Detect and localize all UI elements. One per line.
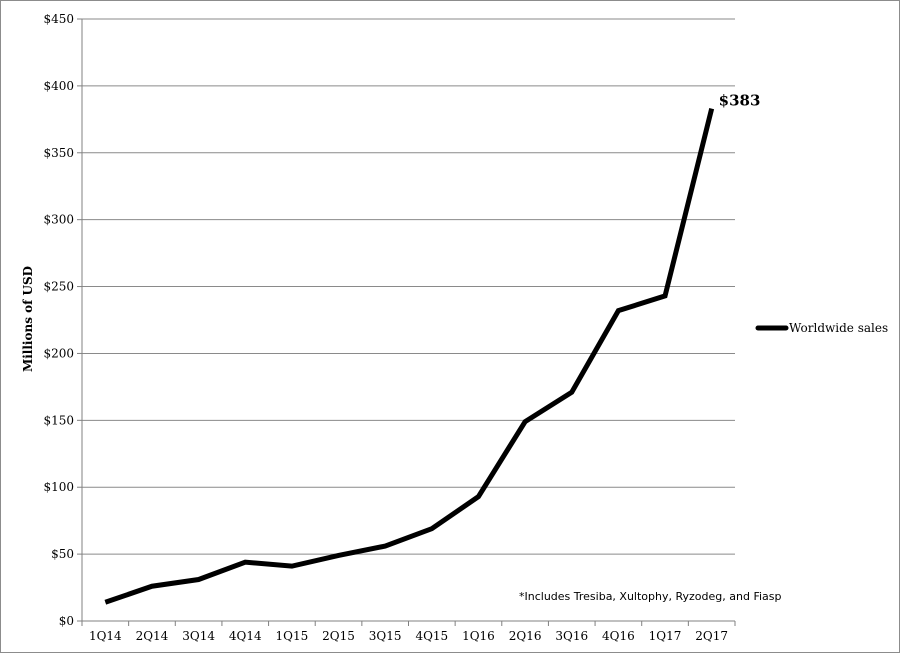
x-tick-label: 1Q17: [649, 629, 682, 643]
data-label-annotation: $383: [719, 92, 761, 110]
x-tick-label: 2Q16: [509, 629, 542, 643]
x-tick-label: 1Q16: [462, 629, 495, 643]
gridlines: [82, 19, 735, 621]
x-tick-label: 1Q14: [89, 629, 122, 643]
legend: Worldwide sales: [758, 321, 888, 335]
y-tick-label: $0: [59, 614, 74, 628]
annotations: $383: [719, 92, 761, 110]
y-tick-label: $150: [43, 413, 74, 427]
y-tick-label: $50: [51, 547, 74, 561]
x-tick-label: 3Q14: [182, 629, 215, 643]
y-tick-label: $300: [43, 213, 74, 227]
y-tick-label: $450: [43, 12, 74, 26]
x-tick-label: 2Q17: [695, 629, 728, 643]
series-line-worldwide-sales: [105, 109, 711, 603]
x-tick-label: 4Q15: [415, 629, 448, 643]
x-tick-label: 2Q14: [136, 629, 169, 643]
footnote: *Includes Tresiba, Xultophy, Ryzodeg, an…: [519, 590, 782, 603]
x-tick-label: 2Q15: [322, 629, 355, 643]
x-tick-label: 3Q16: [555, 629, 588, 643]
y-tick-label: $400: [43, 79, 74, 93]
legend-label: Worldwide sales: [789, 321, 888, 335]
y-tick-label: $350: [43, 146, 74, 160]
series-group: [105, 109, 712, 603]
x-axis: 1Q14 2Q14 3Q14 4Q14 1Q15 2Q15 3Q15 4Q15 1Q16 2Q16…: [82, 621, 735, 643]
x-tick-label: 3Q15: [369, 629, 402, 643]
y-axis: $0 $50 $100 $150 $200 $250 $300 $350 $400 $450: [43, 12, 82, 628]
x-tick-label: 1Q15: [276, 629, 309, 643]
y-tick-label: $200: [43, 346, 74, 360]
x-tick-label: 4Q14: [229, 629, 262, 643]
y-axis-label: Millions of USD: [21, 266, 35, 372]
x-tick-label: 4Q16: [602, 629, 635, 643]
y-tick-label: $100: [43, 480, 74, 494]
y-tick-label: $250: [43, 280, 74, 294]
